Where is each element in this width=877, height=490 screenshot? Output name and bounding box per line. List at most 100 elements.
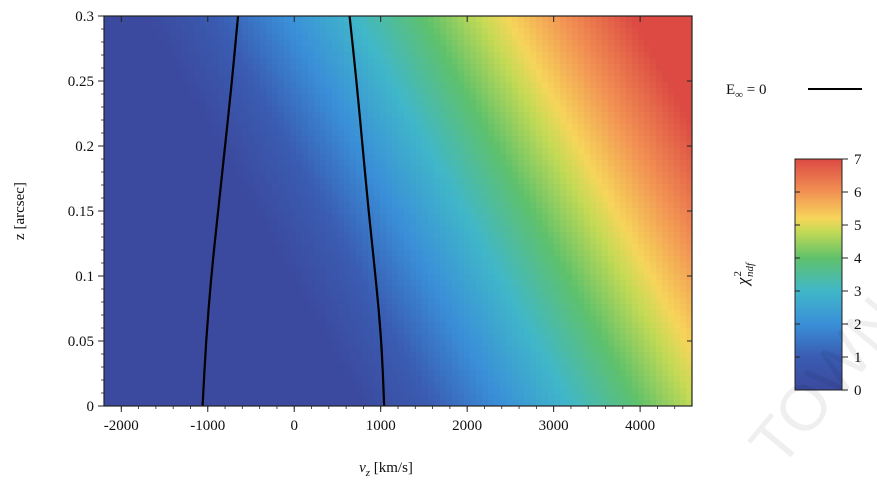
heatmap-cell [248,52,255,59]
heatmap-cell [176,304,183,311]
heatmap-cell [116,280,123,287]
heatmap-cell [140,142,147,149]
heatmap-cell [350,244,357,251]
heatmap-cell [422,298,429,305]
heatmap-cell [506,76,513,83]
heatmap-cell [176,118,183,125]
heatmap-cell [596,190,603,197]
heatmap-cell [674,118,681,125]
heatmap-cell [230,124,237,131]
heatmap-cell [518,100,525,107]
heatmap-cell [668,304,675,311]
heatmap-cell [668,46,675,53]
heatmap-cell [188,214,195,221]
heatmap-cell [584,100,591,107]
heatmap-cell [608,112,615,119]
heatmap-cell [452,22,459,29]
heatmap-cell [578,232,585,239]
heatmap-cell [584,232,591,239]
heatmap-cell [284,298,291,305]
heatmap-cell [638,178,645,185]
heatmap-cell [152,184,159,191]
heatmap-cell [578,250,585,257]
heatmap-cell [422,70,429,77]
heatmap-cell [254,238,261,245]
heatmap-cell [560,220,567,227]
heatmap-cell [476,220,483,227]
heatmap-cell [434,16,441,23]
heatmap-cell [272,64,279,71]
heatmap-cell [182,64,189,71]
heatmap-cell [194,148,201,155]
heatmap-cell [116,202,123,209]
heatmap-cell [242,250,249,257]
heatmap-cell [590,94,597,101]
heatmap-cell [152,214,159,221]
heatmap-cell [668,130,675,137]
heatmap-cell [422,34,429,41]
heatmap-cell [656,232,663,239]
heatmap-cell [188,262,195,269]
heatmap-cell [566,304,573,311]
heatmap-cell [104,244,111,251]
heatmap-cell [362,112,369,119]
heatmap-cell [278,280,285,287]
heatmap-cell [248,22,255,29]
heatmap-cell [110,172,117,179]
heatmap-cell [674,88,681,95]
heatmap-cell [284,226,291,233]
heatmap-cell [128,22,135,29]
heatmap-cell [530,58,537,65]
heatmap-cell [644,196,651,203]
heatmap-cell [476,28,483,35]
heatmap-cell [506,112,513,119]
heatmap-cell [458,184,465,191]
heatmap-cell [206,82,213,89]
heatmap-cell [566,34,573,41]
heatmap-cell [374,262,381,269]
heatmap-cell [410,118,417,125]
heatmap-cell [482,52,489,59]
heatmap-cell [470,94,477,101]
heatmap-cell [368,298,375,305]
heatmap-cell [290,22,297,29]
heatmap-cell [428,256,435,263]
heatmap-cell [566,58,573,65]
heatmap-cell [224,214,231,221]
heatmap-cell [596,166,603,173]
heatmap-cell [110,82,117,89]
heatmap-cell [314,286,321,293]
heatmap-cell [614,226,621,233]
heatmap-cell [140,262,147,269]
heatmap-cell [506,148,513,155]
heatmap-cell [236,76,243,83]
heatmap-cell [548,40,555,47]
heatmap-cell [128,70,135,77]
heatmap-cell [470,190,477,197]
heatmap-cell [590,202,597,209]
heatmap-cell [404,16,411,23]
heatmap-cell [530,40,537,47]
heatmap-cell [146,160,153,167]
heatmap-cell [194,22,201,29]
heatmap-cell [158,280,165,287]
heatmap-cell [668,16,675,23]
heatmap-cell [638,292,645,299]
heatmap-cell [404,166,411,173]
heatmap-cell [338,136,345,143]
heatmap-cell [194,76,201,83]
heatmap-cell [182,226,189,233]
heatmap-cell [422,280,429,287]
heatmap-cell [566,268,573,275]
heatmap-cell [200,208,207,215]
heatmap-cell [278,268,285,275]
heatmap-cell [176,214,183,221]
heatmap-cell [512,16,519,23]
heatmap-cell [518,22,525,29]
heatmap-cell [308,244,315,251]
heatmap-cell [440,304,447,311]
heatmap-cell [320,274,327,281]
heatmap-cell [638,148,645,155]
heatmap-cell [230,142,237,149]
heatmap-cell [116,232,123,239]
